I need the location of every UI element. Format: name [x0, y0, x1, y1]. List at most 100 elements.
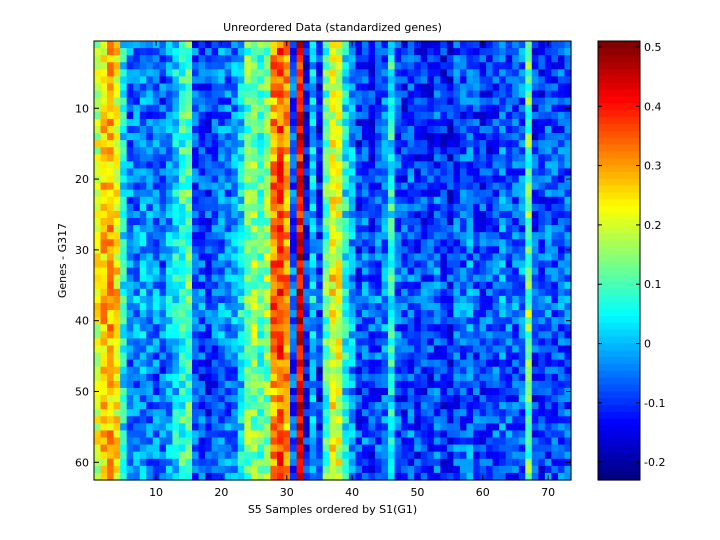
heatmap-cell: [564, 430, 572, 439]
heatmap-cell: [401, 175, 409, 184]
heatmap-cell: [388, 189, 396, 198]
heatmap-cell: [290, 225, 298, 233]
heatmap-cell: [329, 182, 337, 191]
heatmap-cell: [94, 55, 102, 63]
heatmap-cell: [211, 267, 219, 276]
heatmap-cell: [263, 274, 272, 283]
heatmap-cell: [270, 48, 278, 56]
heatmap-cell: [107, 246, 115, 255]
heatmap-cell: [159, 83, 167, 92]
heatmap-cell: [94, 196, 102, 205]
heatmap-cell: [178, 69, 187, 77]
heatmap-cell: [446, 295, 454, 304]
heatmap-cell: [453, 281, 461, 290]
heatmap-cell: [250, 55, 258, 63]
heatmap-cell: [414, 168, 422, 177]
heatmap-cell: [296, 302, 304, 311]
heatmap-cell: [283, 253, 291, 262]
heatmap-cell: [466, 189, 474, 198]
heatmap-cell: [505, 118, 513, 127]
heatmap-cell: [120, 281, 128, 290]
heatmap-cell: [290, 380, 298, 389]
heatmap-cell: [270, 416, 278, 424]
heatmap-cell: [165, 373, 174, 382]
heatmap-cell: [126, 437, 134, 446]
heatmap-cell: [466, 133, 474, 141]
heatmap-cell: [538, 69, 546, 77]
heatmap-cell: [472, 310, 481, 318]
heatmap-cell: [290, 62, 298, 70]
heatmap-cell: [185, 373, 193, 382]
heatmap-cell: [335, 182, 343, 191]
heatmap-cell: [237, 41, 245, 49]
heatmap-cell: [466, 147, 474, 155]
heatmap-cell: [355, 380, 363, 389]
heatmap-cell: [525, 196, 533, 205]
heatmap-cell: [309, 104, 317, 113]
heatmap-cell: [198, 246, 206, 255]
heatmap-cell: [355, 41, 363, 49]
heatmap-cell: [159, 55, 167, 63]
heatmap-cell: [113, 118, 121, 127]
heatmap-cell: [544, 76, 552, 85]
heatmap-cell: [276, 48, 285, 56]
heatmap-cell: [296, 387, 304, 396]
heatmap-cell: [446, 62, 454, 70]
heatmap-cell: [257, 69, 265, 77]
heatmap-cell: [446, 55, 454, 63]
heatmap-cell: [361, 253, 370, 262]
heatmap-cell: [505, 168, 513, 177]
heatmap-cell: [433, 97, 441, 106]
heatmap-cell: [185, 423, 193, 432]
heatmap-cell: [486, 352, 494, 361]
heatmap-cell: [381, 317, 389, 325]
heatmap-cell: [276, 182, 285, 191]
heatmap-cell: [459, 218, 468, 226]
heatmap-cell: [270, 317, 278, 325]
heatmap-cell: [244, 402, 252, 410]
heatmap-cell: [557, 267, 566, 276]
heatmap-cell: [276, 154, 285, 162]
heatmap-cell: [368, 324, 376, 332]
heatmap-cell: [270, 196, 278, 205]
heatmap-cell: [453, 359, 461, 368]
heatmap-cell: [374, 41, 383, 49]
heatmap-cell: [361, 111, 370, 120]
heatmap-cell: [361, 437, 370, 446]
heatmap-cell: [94, 451, 102, 460]
heatmap-cell: [446, 104, 454, 113]
heatmap-cell: [512, 338, 520, 347]
heatmap-cell: [139, 41, 147, 49]
heatmap-cell: [107, 267, 115, 276]
heatmap-cell: [211, 133, 219, 141]
heatmap-cell: [355, 331, 363, 339]
heatmap-cell: [368, 380, 376, 389]
heatmap-cell: [185, 437, 193, 446]
heatmap-cell: [453, 317, 461, 325]
heatmap-cell: [290, 189, 298, 198]
heatmap-cell: [544, 302, 552, 311]
heatmap-cell: [283, 182, 291, 191]
heatmap-cell: [113, 324, 121, 332]
heatmap-cell: [244, 465, 252, 474]
heatmap-cell: [388, 225, 396, 233]
heatmap-cell: [368, 140, 376, 148]
heatmap-cell: [231, 324, 239, 332]
heatmap-cell: [146, 260, 154, 269]
heatmap-cell: [250, 288, 258, 297]
heatmap-cell: [257, 203, 265, 212]
heatmap-cell: [414, 97, 422, 106]
heatmap-cell: [192, 416, 200, 424]
heatmap-cell: [420, 62, 428, 70]
heatmap-cell: [381, 104, 389, 113]
heatmap-cell: [551, 380, 559, 389]
heatmap-cell: [244, 373, 252, 382]
heatmap-cell: [270, 430, 278, 439]
heatmap-cell: [303, 55, 311, 63]
heatmap-cell: [185, 409, 193, 417]
heatmap-cell: [551, 324, 559, 332]
heatmap-cell: [342, 90, 350, 99]
heatmap-cell: [263, 203, 272, 212]
heatmap-cell: [257, 317, 265, 325]
